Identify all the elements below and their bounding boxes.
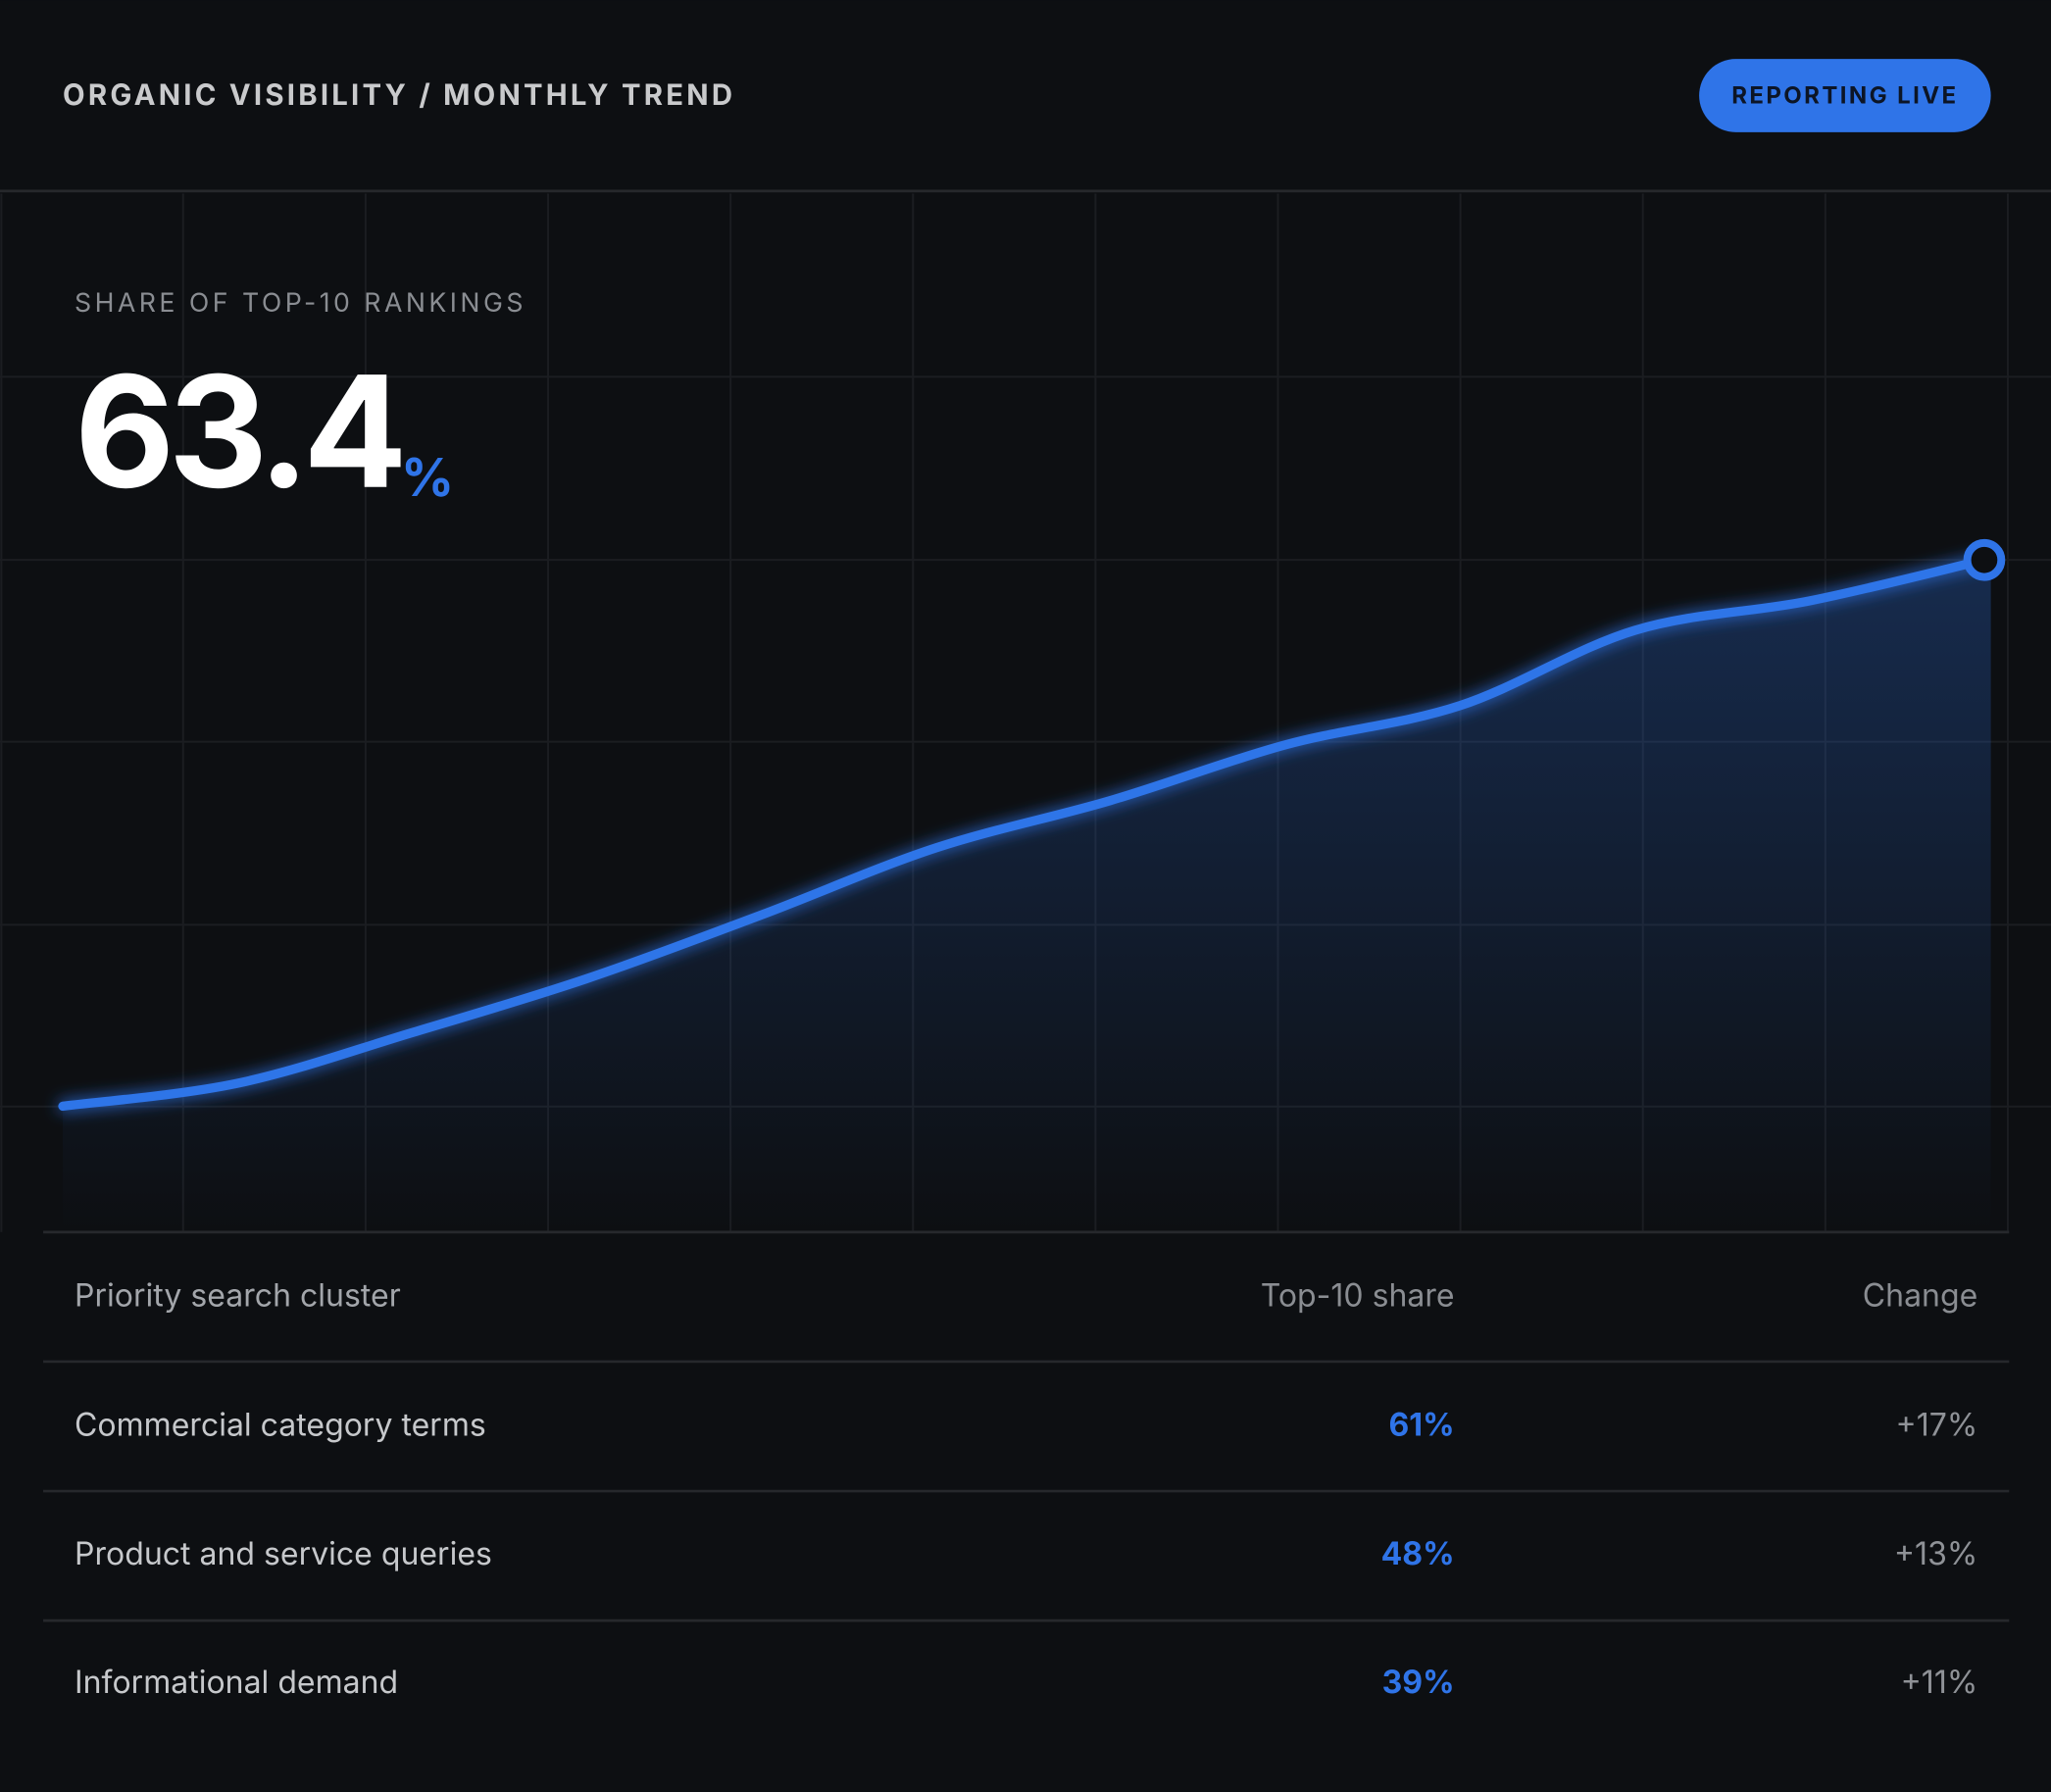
table-rows: Commercial category terms 61% +17% Product … [43, 1360, 2010, 1701]
cluster-name: Product and service queries [75, 1534, 492, 1572]
line [58, 555, 1989, 1112]
header-title: ORGANIC VISIBILITY / MONTHLY TREND [63, 78, 735, 113]
hero-number: 63.4 [75, 337, 401, 524]
cluster-name: Informational demand [75, 1663, 398, 1701]
end-point [1963, 538, 2006, 581]
plot [58, 538, 2006, 1232]
top10-share: 39% [1382, 1663, 1455, 1701]
column-header: Priority search cluster [75, 1275, 401, 1314]
change: +17% [1896, 1405, 1978, 1443]
column-header: Top-10 share [1261, 1275, 1455, 1314]
live-badge[interactable] [1699, 59, 1991, 132]
change: +11% [1901, 1663, 1978, 1701]
cluster-name: Commercial category terms [75, 1405, 486, 1443]
top10-share: 48% [1381, 1534, 1455, 1572]
column-header: Change [1863, 1275, 1978, 1314]
hero-label: SHARE OF TOP-10 RANKINGS [75, 287, 526, 319]
top10-share: 61% [1388, 1405, 1454, 1443]
hero-value: 63.4% [75, 337, 454, 524]
live-badge-label[interactable]: REPORTING LIVE [1731, 80, 1958, 109]
hero-unit: % [401, 445, 454, 509]
change: +13% [1894, 1534, 1977, 1572]
area [63, 560, 1991, 1232]
